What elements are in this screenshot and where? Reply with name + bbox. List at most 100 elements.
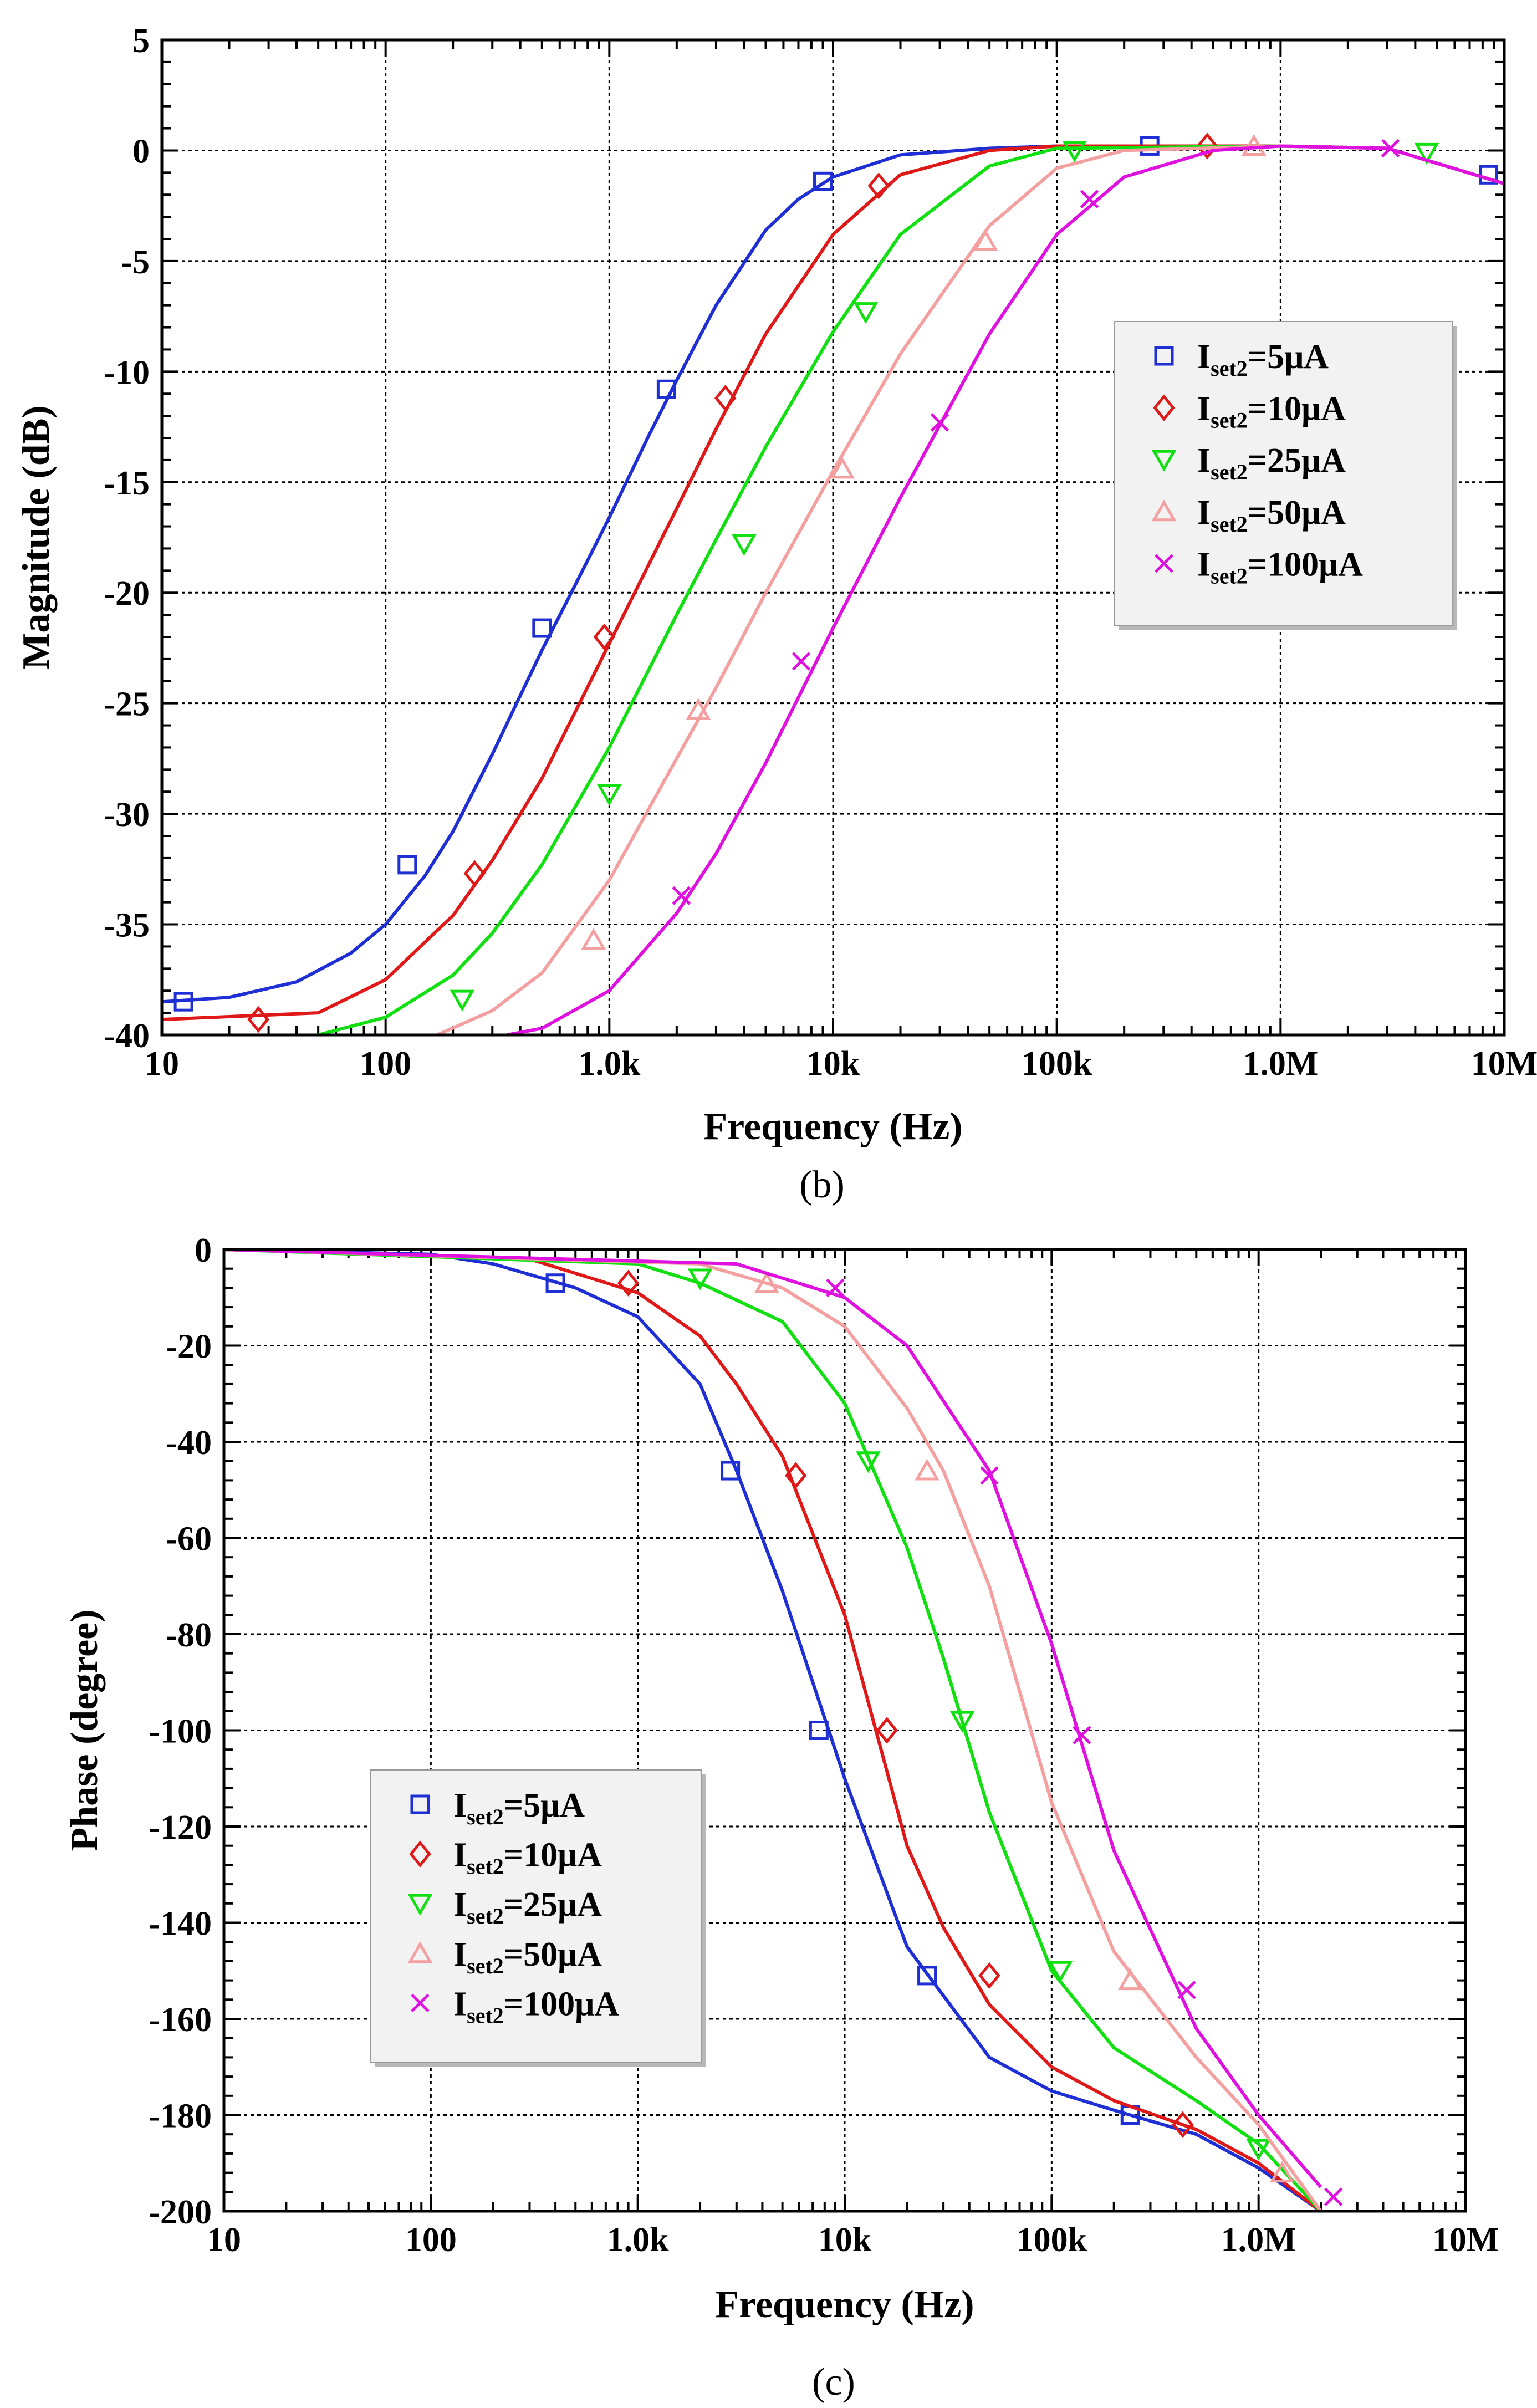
legend-label-3: Iset2=25μA	[1197, 442, 1346, 484]
series-2-marker	[978, 1962, 1000, 1989]
y-tick-label: -140	[149, 1905, 212, 1943]
series-2-marker	[867, 172, 890, 200]
series-2-marker	[617, 1269, 640, 1297]
phase-chart: 10 100 1.0k 10k 100k 1.0M 10M 0 -20 -40 -60 -80 -100…	[63, 1232, 1499, 2404]
y-tick-label: -60	[166, 1521, 212, 1558]
series-4-marker	[915, 1458, 939, 1481]
legend-label-5: Iset2=100μA	[453, 1985, 619, 2028]
series-1-marker	[173, 992, 193, 1012]
series-1-marker	[397, 855, 417, 875]
y-tick-label: -10	[104, 354, 150, 391]
series-5-marker	[1177, 1981, 1196, 1999]
legend-marker-1	[410, 1794, 430, 1814]
series-1-marker	[721, 1461, 741, 1481]
series-4-marker	[1241, 134, 1267, 156]
series-2-marker	[1172, 2111, 1194, 2139]
legend-label-4: Iset2=50μA	[453, 1936, 602, 1978]
magnitude-chart: 10 100 1.0k 10k 100k 1.0M 10M 5 0 -5 -10 -15 -20 -25 -…	[15, 22, 1537, 1206]
panel-label: (c)	[812, 2361, 855, 2404]
legend: Iset2=5μA Iset2=10μA Iset2=25μA Iset2=50μA I…	[370, 1769, 706, 2067]
x-tick-label: 10M	[1471, 1045, 1537, 1083]
series-1-marker	[532, 618, 552, 638]
y-tick-label: -30	[104, 796, 150, 834]
y-tick-label: -5	[121, 243, 150, 281]
y-tick-label: -180	[149, 2098, 212, 2135]
series-5-marker	[1324, 2187, 1343, 2206]
series-1-marker	[545, 1273, 565, 1293]
series-2-marker	[876, 1717, 898, 1744]
series-3-marker	[597, 784, 622, 806]
legend-label-2: Iset2=10μA	[453, 1836, 602, 1879]
tick-labels: 10 100 1.0k 10k 100k 1.0M 10M 5 0 -5 -10 -15 -20 -25 -…	[104, 22, 1537, 1083]
series-3-marker	[687, 1268, 713, 1290]
legend-box	[1114, 321, 1453, 626]
legend-label-5: Iset2=100μA	[1197, 545, 1363, 588]
series-line-4	[224, 1249, 1322, 2211]
legend-box	[370, 1769, 702, 2063]
x-tick-label: 100	[360, 1045, 411, 1083]
series-3-marker	[732, 534, 757, 557]
series-4-marker	[686, 698, 711, 720]
series-5-marker	[672, 886, 691, 905]
legend-label-1: Iset2=5μA	[1197, 338, 1329, 381]
series-5-marker	[1073, 1726, 1091, 1744]
y-tick-label: -40	[166, 1424, 212, 1462]
series-3-marker	[1062, 140, 1087, 162]
series-5-marker	[930, 413, 949, 432]
series-4-marker	[1269, 2161, 1295, 2183]
series-5-marker	[980, 1466, 999, 1485]
x-tick-label: 1.0k	[607, 2221, 670, 2259]
panel-label: (b)	[799, 1164, 845, 1206]
y-tick-label: -120	[149, 1809, 212, 1846]
y-tick-label: -20	[166, 1328, 212, 1366]
series-2-marker	[714, 384, 737, 412]
y-tick-label: 5	[132, 22, 150, 60]
series-4-marker	[754, 1271, 779, 1293]
y-tick-label: -80	[166, 1616, 212, 1654]
x-tick-label: 1.0k	[578, 1045, 641, 1083]
legend-marker-3	[407, 1894, 433, 1916]
series-line-3	[318, 144, 1504, 1035]
series-3-marker	[949, 1711, 975, 1733]
series-3-marker	[1414, 142, 1439, 165]
y-tick-label: -35	[104, 907, 150, 945]
series-4-marker	[1117, 1968, 1143, 1991]
series-group	[162, 132, 1504, 1035]
series-5-marker	[1381, 139, 1400, 158]
series-4-marker	[830, 457, 855, 479]
y-tick-label: -160	[149, 2001, 212, 2039]
x-tick-label: 1.0M	[1221, 2221, 1296, 2259]
legend-label-1: Iset2=5μA	[453, 1787, 585, 1829]
series-line-2	[224, 1249, 1322, 2211]
legend-marker-1	[1154, 346, 1174, 366]
series-5-marker	[826, 1278, 845, 1298]
axis-ticks	[223, 1248, 1465, 2212]
y-tick-label: 0	[195, 1232, 212, 1269]
legend: Iset2=5μA Iset2=10μA Iset2=25μA Iset2=50μA I…	[1114, 321, 1457, 630]
legend-label-2: Iset2=10μA	[1197, 390, 1346, 433]
series-line-4	[436, 144, 1504, 1035]
series-1-marker	[809, 1721, 829, 1740]
series-line-5	[507, 144, 1504, 1035]
legend-marker-4	[407, 1941, 433, 1963]
axis-ticks	[161, 39, 1504, 1036]
legend-marker-3	[1151, 450, 1177, 472]
y-tick-label: -40	[104, 1017, 150, 1055]
y-axis-label: Phase (degree)	[63, 1609, 106, 1851]
x-tick-label: 10	[145, 1045, 179, 1083]
legend-label-3: Iset2=25μA	[453, 1886, 602, 1929]
x-tick-label: 100k	[1022, 1045, 1092, 1083]
series-1-marker	[813, 171, 833, 191]
series-3-marker	[1048, 1961, 1073, 1983]
series-line-1	[224, 1249, 1322, 2211]
legend-marker-2	[409, 1840, 431, 1868]
series-5-marker	[792, 652, 811, 671]
series-4-marker	[581, 927, 606, 950]
plot-frame	[222, 1248, 1467, 2213]
x-tick-label: 10k	[818, 2221, 872, 2259]
x-axis-label: Frequency (Hz)	[703, 1105, 962, 1148]
x-tick-label: 10k	[806, 1045, 860, 1083]
legend-marker-2	[1153, 394, 1175, 421]
plot-frame	[160, 38, 1506, 1037]
